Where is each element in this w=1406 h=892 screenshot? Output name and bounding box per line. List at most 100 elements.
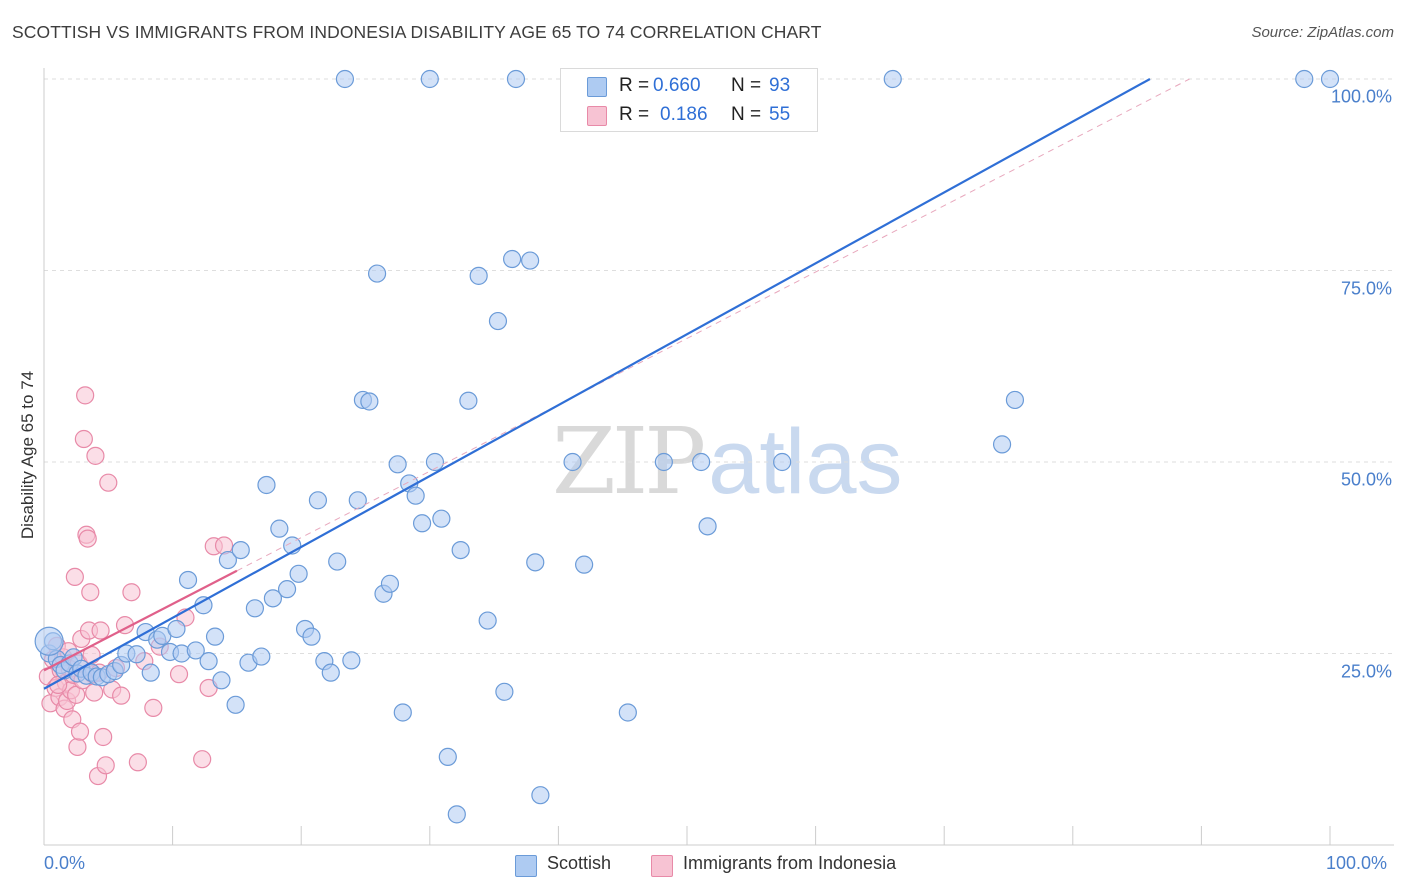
- scottish-point: [302, 627, 321, 646]
- scottish-point: [692, 452, 711, 472]
- scottish-point: [563, 452, 582, 472]
- scottish-r-value: 0.660: [653, 75, 701, 96]
- y-tick-label-25: 25.0%: [1340, 661, 1392, 681]
- chart-title: SCOTTISH VS IMMIGRANTS FROM INDONESIA DI…: [12, 22, 822, 42]
- indonesia-trend-line: [43, 569, 238, 672]
- scottish-point: [488, 311, 508, 331]
- scottish-point: [469, 266, 488, 285]
- scottish-point: [141, 663, 160, 682]
- scottish-point: [218, 550, 237, 570]
- scottish-point: [199, 652, 218, 671]
- scottish-point: [883, 69, 902, 89]
- y-tick-label-75: 75.0%: [1340, 278, 1392, 298]
- legend-label-scottish: Scottish: [547, 853, 612, 873]
- stats-box: R = 0.660 N = 93 R = 0.186 N = 55: [560, 68, 818, 132]
- legend-swatch-indonesia: [651, 855, 673, 877]
- indonesia-point: [169, 665, 189, 684]
- scottish-point: [257, 475, 276, 495]
- indonesia-point: [86, 446, 105, 465]
- indonesia-point: [85, 683, 104, 702]
- scottish-point: [531, 786, 550, 805]
- indonesia-point: [81, 583, 100, 602]
- stats-row-scottish: R = 0.660 N = 93: [561, 71, 817, 101]
- scottish-point: [178, 570, 198, 590]
- scottish-point: [205, 627, 225, 646]
- scottish-points: [34, 69, 1340, 824]
- scottish-point: [1320, 69, 1340, 89]
- scottish-point: [773, 452, 792, 472]
- y-tick-label-50: 50.0%: [1340, 469, 1392, 490]
- scottish-point: [252, 647, 271, 666]
- scottish-point: [503, 249, 522, 269]
- scottish-point: [277, 580, 297, 599]
- indonesia-point: [68, 737, 87, 757]
- x-tick-max: 100.0%: [1326, 853, 1388, 873]
- scottish-swatch: [587, 77, 607, 97]
- indonesia-point: [94, 727, 113, 747]
- scottish-point: [289, 564, 308, 583]
- scottish-point: [447, 805, 466, 824]
- y-tick-label-100: 100.0%: [1330, 86, 1392, 107]
- scottish-point: [335, 69, 355, 89]
- scottish-point: [393, 703, 412, 722]
- scottish-point: [495, 682, 514, 701]
- indonesia-point: [144, 698, 163, 717]
- scottish-point: [167, 619, 186, 639]
- scottish-point: [521, 251, 540, 270]
- indonesia-trend-extension: [236, 78, 1190, 572]
- scottish-n-value: 93: [769, 75, 791, 96]
- indonesia-points: [38, 386, 234, 786]
- trend-lines: [43, 78, 1190, 690]
- indonesia-point: [96, 756, 115, 775]
- scottish-point: [388, 455, 407, 474]
- scottish-point: [308, 491, 328, 510]
- scottish-point: [186, 641, 205, 660]
- scottish-point: [438, 747, 457, 767]
- indonesia-point: [99, 473, 118, 492]
- scottish-point: [992, 435, 1012, 454]
- indonesia-point: [70, 722, 90, 741]
- scottish-point: [321, 663, 340, 682]
- chart-source: Source: ZipAtlas.com: [1251, 24, 1394, 41]
- indonesia-swatch: [587, 106, 607, 126]
- scottish-point: [226, 695, 245, 714]
- r-label: R =: [619, 75, 650, 96]
- scottish-point: [654, 452, 673, 472]
- indonesia-point: [91, 621, 110, 640]
- scottish-point: [451, 540, 470, 560]
- scottish-point: [328, 552, 347, 571]
- n-label: N =: [731, 104, 762, 125]
- indonesia-point: [78, 529, 97, 548]
- scottish-point: [231, 540, 250, 560]
- indonesia-point: [76, 386, 95, 405]
- scottish-point: [1295, 69, 1314, 89]
- scottish-point: [342, 651, 361, 670]
- scottish-point: [459, 391, 478, 410]
- scottish-point: [127, 645, 146, 664]
- indonesia-point: [193, 750, 212, 769]
- axes: [43, 68, 1394, 846]
- grid-lines: [44, 78, 1394, 654]
- r-label: R =: [619, 104, 650, 125]
- legend-label-indonesia: Immigrants from Indonesia: [683, 853, 897, 873]
- scottish-point: [432, 509, 451, 528]
- legend: Scottish Immigrants from Indonesia: [0, 852, 1406, 878]
- stats-row-indonesia: R = 0.186 N = 55: [561, 100, 817, 130]
- scottish-point: [367, 264, 387, 283]
- scottish-point: [575, 555, 594, 574]
- x-tick-min: 0.0%: [44, 853, 86, 873]
- scottish-point: [698, 517, 717, 536]
- indonesia-r-value: 0.186: [660, 104, 708, 125]
- legend-swatch-scottish: [515, 855, 537, 877]
- scottish-point: [360, 392, 379, 411]
- scottish-point: [34, 626, 64, 656]
- n-label: N =: [731, 75, 762, 96]
- scottish-point: [420, 69, 439, 89]
- indonesia-point: [74, 429, 93, 449]
- scottish-point: [263, 589, 283, 608]
- indonesia-n-value: 55: [769, 104, 791, 125]
- scottish-point: [348, 491, 367, 510]
- scottish-point: [270, 519, 289, 538]
- y-axis-label: Disability Age 65 to 74: [18, 370, 37, 540]
